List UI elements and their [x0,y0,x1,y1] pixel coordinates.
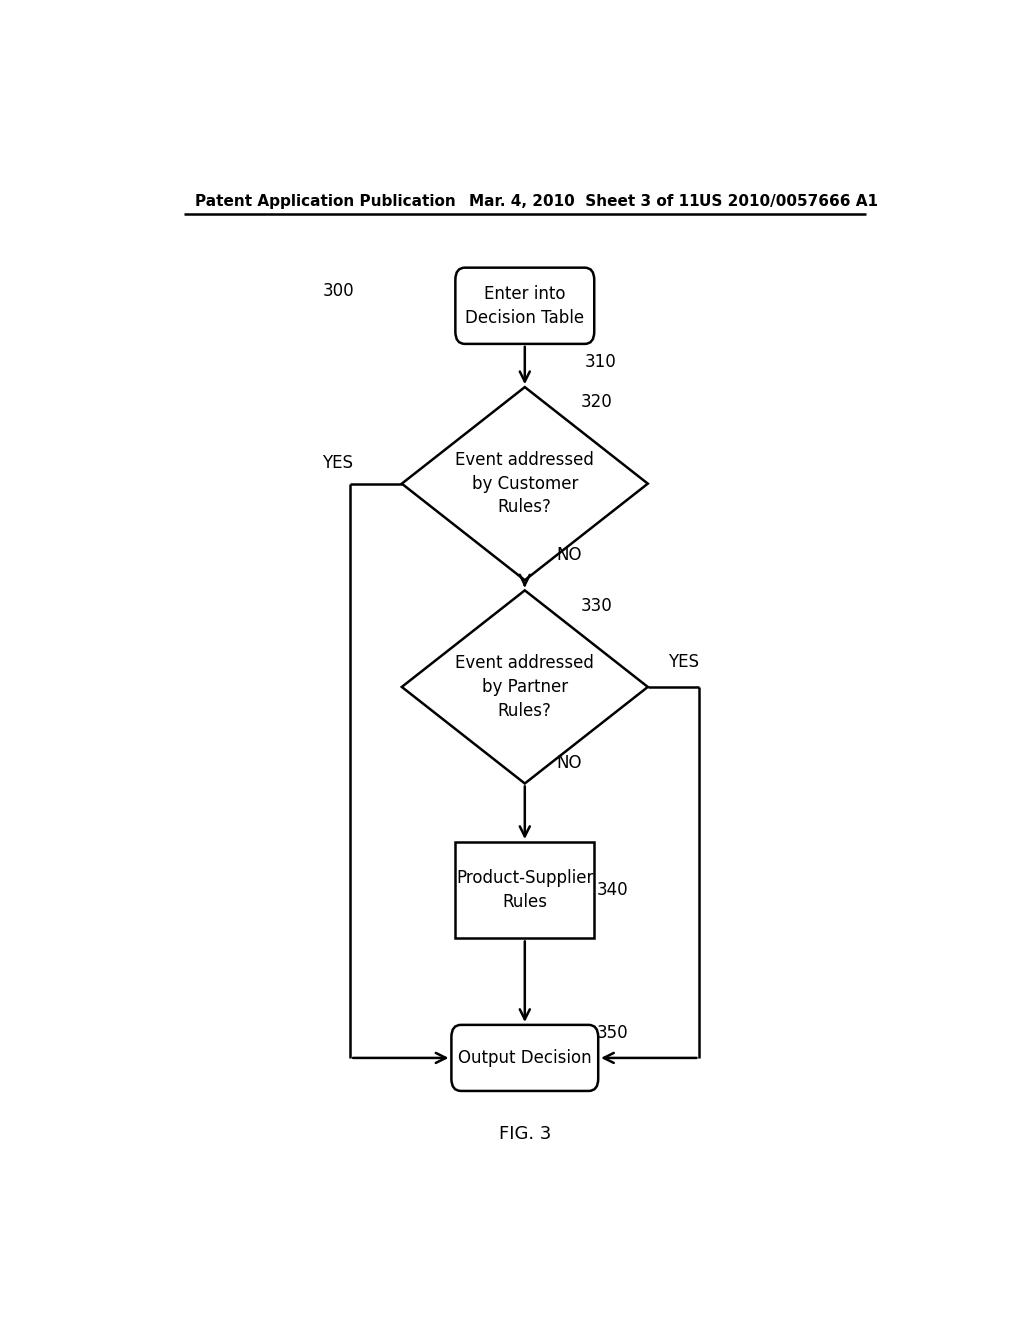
Text: Patent Application Publication: Patent Application Publication [196,194,457,209]
Text: YES: YES [323,454,353,473]
Text: Event addressed
by Customer
Rules?: Event addressed by Customer Rules? [456,451,594,516]
Text: Enter into
Decision Table: Enter into Decision Table [465,285,585,326]
Polygon shape [401,387,648,581]
Text: 320: 320 [581,393,612,412]
Text: 340: 340 [596,882,628,899]
FancyBboxPatch shape [456,268,594,345]
Polygon shape [401,590,648,784]
FancyBboxPatch shape [452,1024,598,1090]
Text: Output Decision: Output Decision [458,1049,592,1067]
Text: 330: 330 [581,597,612,615]
Text: 350: 350 [596,1023,628,1041]
Text: 300: 300 [323,281,354,300]
Text: NO: NO [557,545,582,564]
Text: FIG. 3: FIG. 3 [499,1125,551,1143]
Text: US 2010/0057666 A1: US 2010/0057666 A1 [699,194,879,209]
Text: NO: NO [557,754,582,772]
Text: 310: 310 [585,352,616,371]
Text: Product-Supplier
Rules: Product-Supplier Rules [456,870,594,911]
Bar [456,842,594,939]
Text: YES: YES [668,652,698,671]
Text: Event addressed
by Partner
Rules?: Event addressed by Partner Rules? [456,655,594,719]
Text: Mar. 4, 2010  Sheet 3 of 11: Mar. 4, 2010 Sheet 3 of 11 [469,194,699,209]
